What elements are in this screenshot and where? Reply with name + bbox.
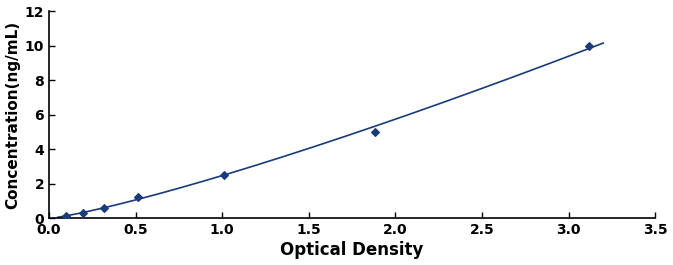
X-axis label: Optical Density: Optical Density	[281, 241, 424, 259]
Y-axis label: Concentration(ng/mL): Concentration(ng/mL)	[5, 21, 21, 209]
